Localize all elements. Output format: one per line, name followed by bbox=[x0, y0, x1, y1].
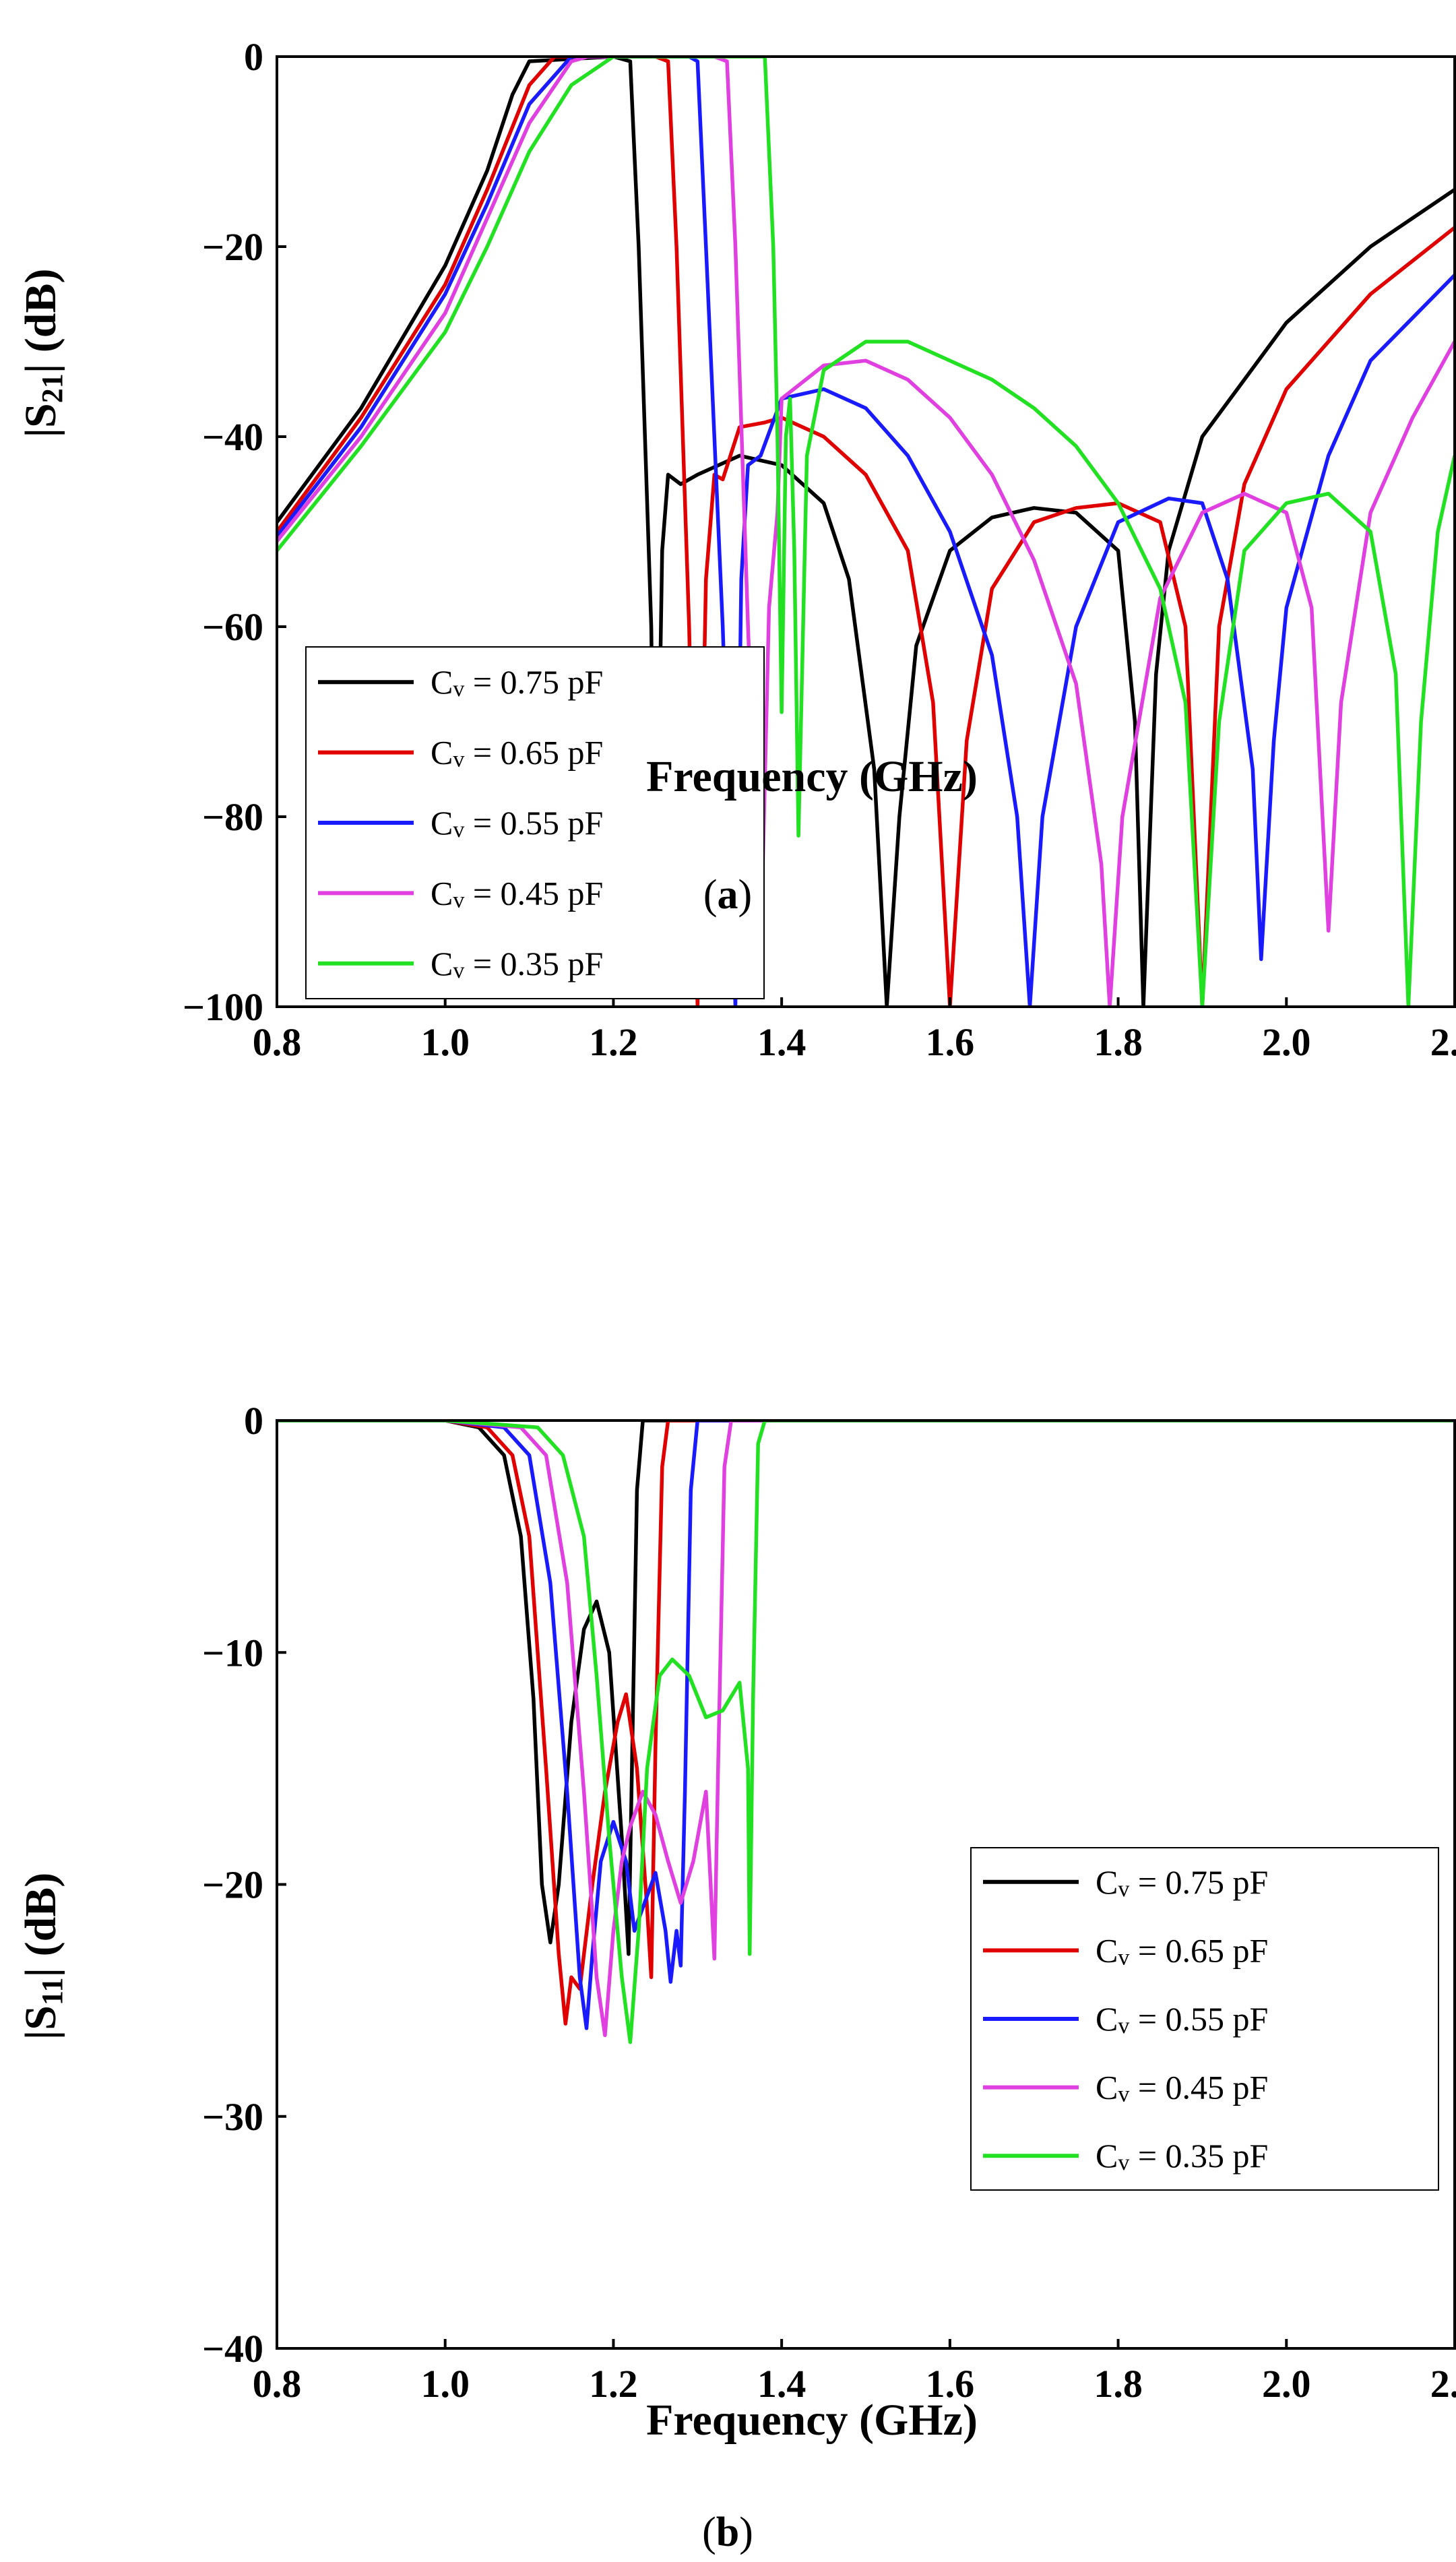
panel-b-legend-label-3: Cv = 0.45 pF bbox=[1096, 2069, 1268, 2107]
panel-a-plot-frame bbox=[276, 55, 1456, 1008]
panel-b-series-line-0 bbox=[277, 1420, 1455, 1956]
panel-b-y-axis-title-prefix: |S bbox=[16, 2005, 65, 2040]
panel-b-y-axis-title: |S11| (dB) bbox=[16, 1873, 69, 2040]
panel-b-x-tick-label: 0.8 bbox=[253, 2362, 302, 2406]
panel-a-x-tick-label: 0.8 bbox=[253, 1020, 302, 1064]
panel-a-y-axis-title-sub: 21 bbox=[36, 373, 69, 403]
panel-a-y-tick-label: −20 bbox=[202, 225, 263, 269]
panel-b-legend: Cv = 0.75 pF Cv = 0.65 pF Cv = 0.55 pF Cv =… bbox=[970, 1847, 1439, 2191]
panel-b-x-tick-label: 1.4 bbox=[757, 2362, 806, 2406]
panel-b-legend-label-0: Cv = 0.75 pF bbox=[1096, 1863, 1268, 1902]
panel-b-x-tick-label: 1.6 bbox=[926, 2362, 975, 2406]
panel-b-x-tick-label: 1.8 bbox=[1094, 2362, 1143, 2406]
panel-a-series-line-1 bbox=[277, 57, 1455, 1007]
panel-a-series-line-4 bbox=[277, 57, 1455, 1007]
panel-a-legend-label-1: Cv = 0.65 pF bbox=[431, 734, 603, 772]
panel-b-y-tick-label: −20 bbox=[202, 1863, 263, 1907]
panel-a-x-tick-label: 2.2 bbox=[1430, 1020, 1456, 1064]
panel-b-legend-label-4: Cv = 0.35 pF bbox=[1096, 2137, 1268, 2175]
panel-b-series-line-1 bbox=[277, 1420, 1455, 2026]
panel-b-y-tick-label: −30 bbox=[202, 2095, 263, 2139]
panel-a-x-tick-label: 1.0 bbox=[420, 1020, 470, 1064]
panel-b-series-line-3 bbox=[277, 1420, 1455, 2038]
panel-a-legend-label-3: Cv = 0.45 pF bbox=[431, 874, 603, 912]
panel-a-legend-label-2: Cv = 0.55 pF bbox=[431, 804, 603, 842]
panel-a-x-tick-label: 1.2 bbox=[589, 1020, 638, 1064]
panel-a-y-axis-title-prefix: |S bbox=[16, 403, 65, 437]
panel-b-x-axis-title: Frequency (GHz) bbox=[646, 2396, 978, 2445]
panel-a-x-tick-label: 1.8 bbox=[1094, 1020, 1143, 1064]
panel-a-y-tick-label: −80 bbox=[202, 795, 263, 839]
panel-a-y-tick-label: −100 bbox=[183, 985, 263, 1029]
panel-b-caption-letter: b bbox=[716, 2509, 739, 2555]
panel-b-x-tick-label: 1.0 bbox=[420, 2362, 470, 2406]
panel-a-series-line-2 bbox=[277, 57, 1455, 1007]
panel-a-y-tick-label: −60 bbox=[202, 605, 263, 649]
panel-b-y-tick-label: −40 bbox=[202, 2327, 263, 2371]
panel-a-x-axis-title: Frequency (GHz) bbox=[646, 752, 978, 801]
panel-a-x-tick-label: 1.6 bbox=[926, 1020, 975, 1064]
panel-b-x-tick-label: 1.2 bbox=[589, 2362, 638, 2406]
panel-a: 0.8 1.0 1.2 1.4 1.6 1.8 2.0 2.2 0 −20 −40 −60 −80 −10… bbox=[16, 35, 1456, 1064]
panel-b-x-tick-label: 2.0 bbox=[1262, 2362, 1311, 2406]
panel-b-series-line-2 bbox=[277, 1420, 1455, 2030]
panel-b-caption: (b) bbox=[702, 2509, 753, 2555]
panel-b: 0.8 1.0 1.2 1.4 1.6 1.8 2.0 2.2 0 −10 −20 −30 −40 Cv… bbox=[16, 1399, 1456, 2555]
panel-a-legend-label-0: Cv = 0.75 pF bbox=[431, 663, 603, 701]
panel-b-x-tick-label: 2.2 bbox=[1430, 2362, 1456, 2406]
panel-b-y-axis-title-sub: 11 bbox=[36, 1977, 69, 2005]
panel-b-legend-label-2: Cv = 0.55 pF bbox=[1096, 2000, 1268, 2038]
panel-a-ticks: 0.8 1.0 1.2 1.4 1.6 1.8 2.0 2.2 0 −20 −40 −60 −80 −10… bbox=[183, 35, 1456, 1064]
panel-b-series bbox=[277, 1420, 1455, 2044]
panel-a-y-axis-title: |S21| (dB) bbox=[16, 269, 69, 438]
panel-b-ticks: 0.8 1.0 1.2 1.4 1.6 1.8 2.0 2.2 0 −10 −20 −30 −40 bbox=[202, 1399, 1456, 2406]
panel-b-y-axis-title-suffix: | (dB) bbox=[16, 1873, 65, 1978]
panel-b-y-tick-label: −10 bbox=[202, 1631, 263, 1675]
panel-a-y-tick-label: −40 bbox=[202, 415, 263, 459]
panel-b-series-line-4 bbox=[277, 1420, 1455, 2044]
panel-a-caption: (a) bbox=[703, 872, 752, 918]
panel-a-y-axis-title-suffix: | (dB) bbox=[16, 269, 65, 374]
panel-a-legend: Cv = 0.75 pF Cv = 0.65 pF Cv = 0.55 pF Cv =… bbox=[305, 646, 765, 999]
panel-a-y-tick-label: 0 bbox=[244, 35, 263, 79]
panel-b-y-tick-label: 0 bbox=[244, 1399, 263, 1443]
panel-a-caption-letter: a bbox=[718, 872, 738, 918]
panel-b-legend-label-1: Cv = 0.65 pF bbox=[1096, 1931, 1268, 1970]
panel-a-x-tick-label: 2.0 bbox=[1262, 1020, 1311, 1064]
panel-a-x-tick-label: 1.4 bbox=[757, 1020, 806, 1064]
panel-a-series-line-3 bbox=[277, 57, 1455, 1007]
panel-a-legend-label-4: Cv = 0.35 pF bbox=[431, 945, 603, 983]
